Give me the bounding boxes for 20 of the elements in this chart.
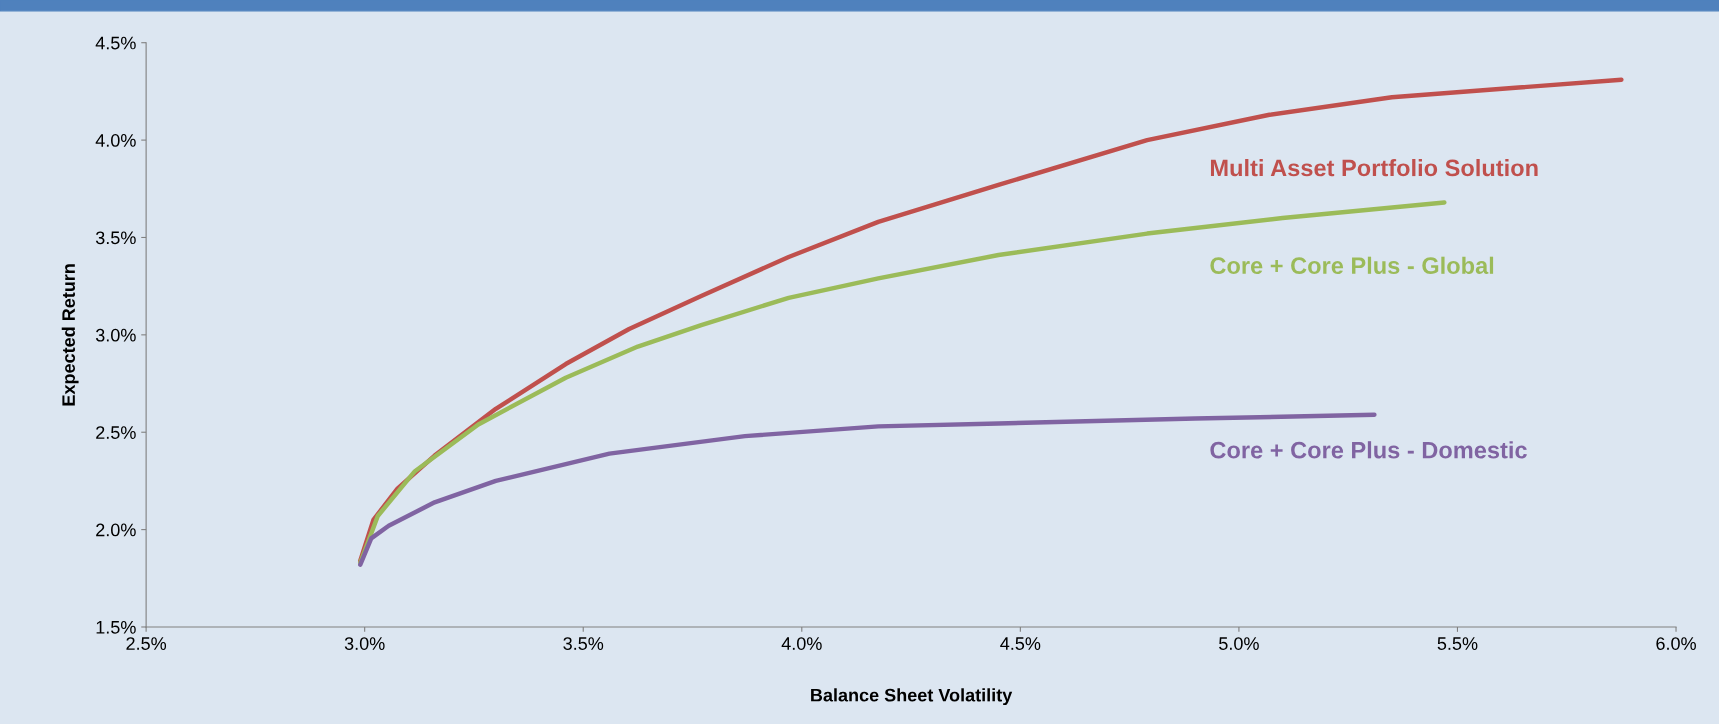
series-label: Core + Core Plus - Domestic: [1210, 441, 1527, 459]
x-tick-label: 6.0%: [1656, 637, 1696, 650]
series-label: Core + Core Plus - Global: [1210, 256, 1494, 275]
x-tick-label: 4.5%: [1000, 637, 1041, 650]
x-tick-label: 4.0%: [781, 637, 822, 650]
x-tick-label: 3.5%: [563, 637, 604, 650]
y-tick-label: 4.0%: [95, 134, 136, 147]
y-tick-label: 4.5%: [95, 36, 136, 50]
y-tick-label: 3.5%: [95, 231, 136, 245]
x-tick-label: 5.5%: [1437, 637, 1478, 650]
x-axis-title: Balance Sheet Volatility: [811, 688, 1013, 706]
x-tick-label: 2.5%: [126, 637, 167, 650]
y-tick-label: 1.5%: [96, 621, 136, 634]
x-tick-label: 5.0%: [1219, 637, 1259, 650]
series-label: Multi Asset Portfolio Solution: [1210, 158, 1538, 177]
y-tick-label: 2.0%: [96, 523, 136, 537]
x-tick-label: 3.0%: [344, 637, 385, 650]
y-tick-label: 3.0%: [95, 328, 136, 342]
y-tick-label: 2.5%: [96, 426, 136, 439]
y-axis-title: Expected Return: [61, 264, 79, 406]
